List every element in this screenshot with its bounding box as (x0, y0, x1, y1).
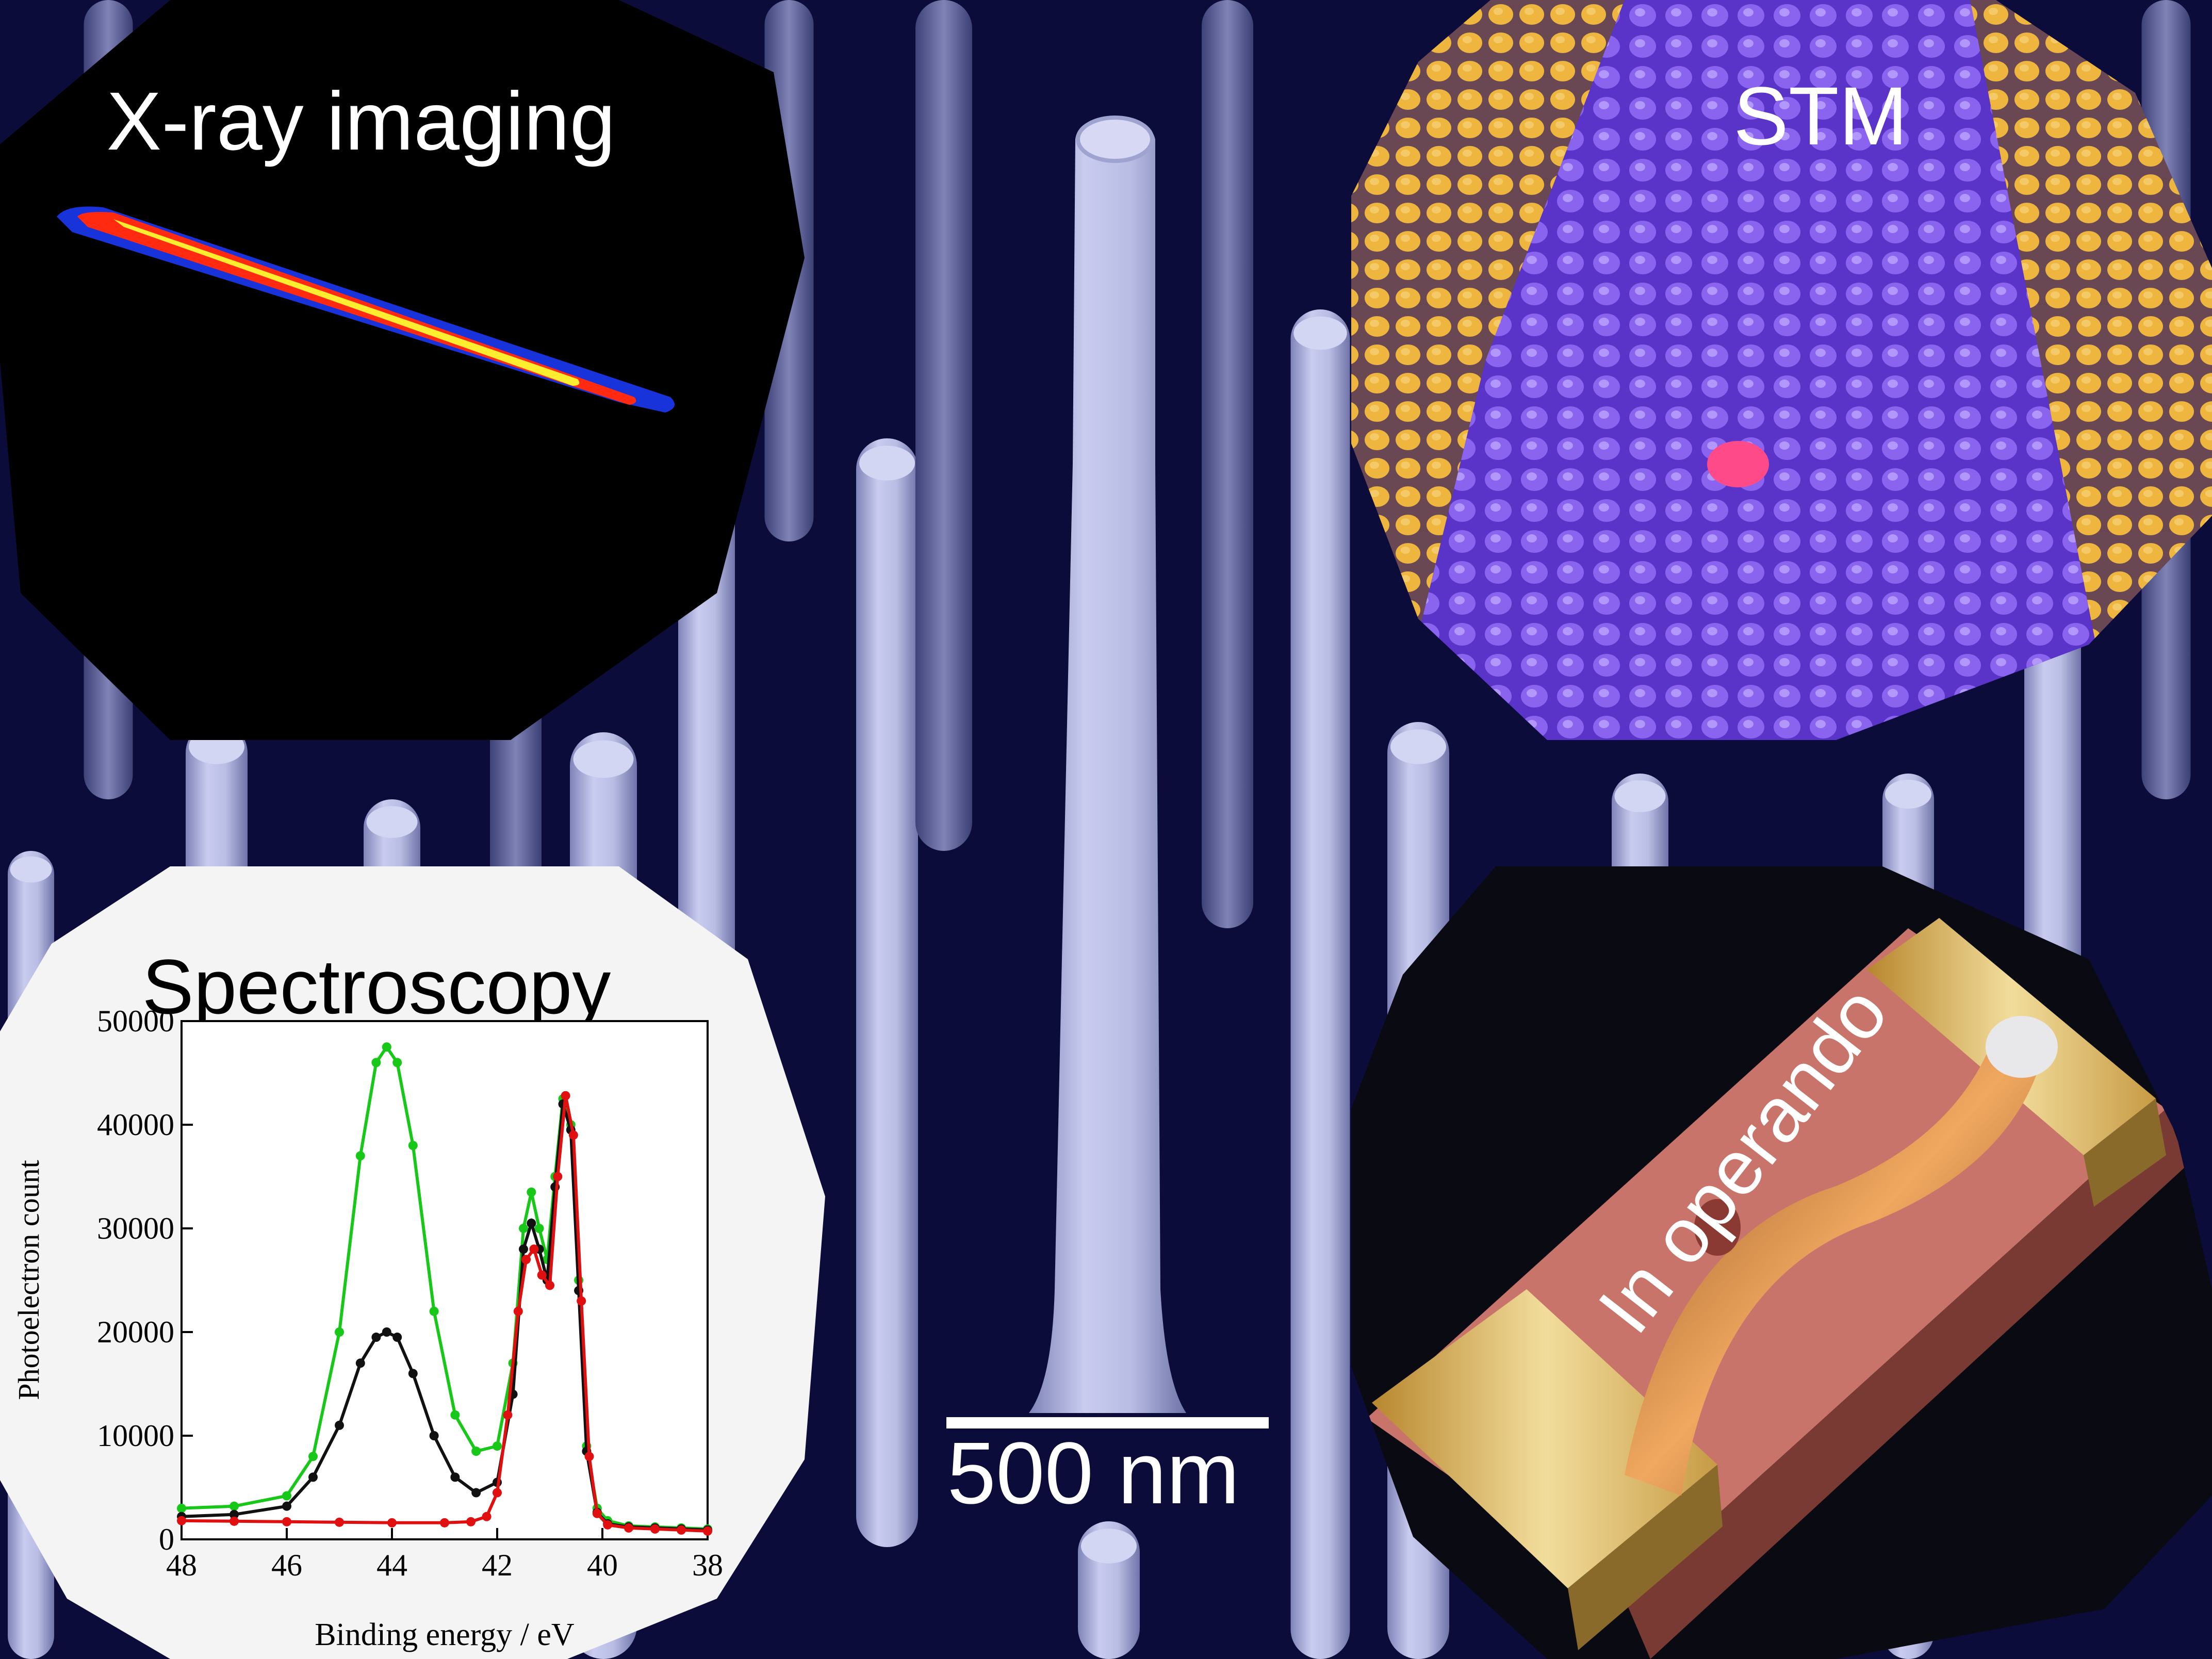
data-point (429, 1431, 439, 1440)
data-point (568, 1130, 578, 1140)
contact-pad-bottom (1372, 1289, 1717, 1588)
data-point (519, 1244, 528, 1254)
xray-nanowire-image (57, 206, 675, 413)
spectroscopy-panel: Spectroscopy 48 46 44 42 40 38 0 10000 20000 300… (0, 866, 825, 1659)
background-nanowire (1202, 0, 1253, 928)
x-tick-label: 38 (692, 1548, 723, 1582)
data-point (308, 1452, 318, 1461)
data-point (603, 1520, 613, 1530)
scale-bar-label: 500 nm (947, 1424, 1239, 1522)
data-point (382, 1042, 391, 1052)
x-tick-label: 46 (271, 1548, 302, 1582)
data-point (592, 1508, 602, 1518)
spectrum-series-1 (177, 1099, 712, 1535)
data-point (282, 1501, 291, 1511)
y-tick-label: 10000 (97, 1419, 174, 1453)
data-point (335, 1517, 344, 1527)
data-point (371, 1058, 381, 1067)
data-point (493, 1488, 502, 1498)
data-point (513, 1306, 523, 1316)
data-point (650, 1524, 660, 1534)
data-point (677, 1525, 686, 1535)
data-point (177, 1503, 186, 1513)
data-point (521, 1255, 531, 1264)
data-point (519, 1224, 528, 1233)
x-tick-label: 42 (482, 1548, 513, 1582)
device-nanowire (1625, 1031, 2042, 1496)
xray-title: X-ray imaging (106, 75, 615, 167)
y-tick-label: 40000 (97, 1108, 174, 1142)
data-point (577, 1296, 586, 1306)
data-point (355, 1151, 365, 1161)
y-tick-label: 50000 (97, 1004, 174, 1038)
data-point (561, 1091, 570, 1100)
data-point (503, 1410, 513, 1420)
data-point (534, 1224, 544, 1233)
data-point (482, 1512, 491, 1521)
data-point (335, 1420, 344, 1430)
spectrum-plot: 48 46 44 42 40 38 01000020000300004000050000 … (12, 1004, 723, 1652)
data-point (308, 1472, 318, 1482)
data-point (624, 1523, 633, 1533)
data-point (527, 1187, 536, 1197)
data-point (471, 1447, 481, 1456)
data-point (527, 1218, 536, 1228)
background-nanowire (1290, 309, 1350, 1659)
data-point (387, 1518, 397, 1527)
data-point (584, 1452, 594, 1461)
data-point (493, 1441, 502, 1451)
data-point (440, 1518, 449, 1527)
scale-bar: 500 nm (946, 1417, 1269, 1522)
data-point (382, 1327, 391, 1337)
spectroscopy-title: Spectroscopy (142, 943, 611, 1030)
y-tick-label: 30000 (97, 1211, 174, 1245)
data-point (392, 1333, 402, 1342)
data-point (450, 1472, 460, 1482)
x-tick-label: 40 (587, 1548, 618, 1582)
data-point (371, 1333, 381, 1342)
data-point (282, 1491, 291, 1501)
stm-panel: STM (1351, 0, 2212, 740)
x-tick-label: 48 (166, 1548, 197, 1582)
y-tick-label: 20000 (97, 1315, 174, 1349)
data-point (177, 1516, 186, 1525)
data-point (392, 1058, 402, 1067)
data-point (703, 1526, 712, 1536)
data-point (282, 1517, 291, 1526)
y-axis-label: Photoelectron count (12, 1160, 45, 1400)
scale-bar-line (946, 1417, 1269, 1428)
x-tick-label: 44 (376, 1548, 407, 1582)
background-nanowire (1078, 1521, 1140, 1659)
data-point (450, 1410, 460, 1420)
background-nanowire (856, 438, 918, 1547)
data-point (230, 1509, 239, 1519)
data-point (545, 1280, 554, 1290)
data-point (466, 1517, 476, 1526)
stm-title: STM (1733, 70, 1908, 162)
xray-panel: X-ray imaging (0, 0, 805, 740)
data-point (230, 1501, 239, 1511)
central-nanowire (1029, 116, 1186, 1413)
x-axis-label: Binding energy / eV (315, 1617, 575, 1652)
operando-panel: In operando (1351, 866, 2212, 1659)
x-axis: 48 46 44 42 40 38 (166, 1528, 723, 1582)
data-point (355, 1358, 365, 1368)
data-point (537, 1270, 547, 1280)
data-point (408, 1141, 418, 1151)
data-point (230, 1516, 239, 1526)
data-point (335, 1327, 344, 1337)
data-point (471, 1488, 481, 1498)
data-point (408, 1369, 418, 1378)
y-tick-label: 0 (159, 1522, 174, 1556)
data-point (553, 1172, 563, 1181)
spectrum-series-2 (177, 1091, 712, 1536)
data-point (529, 1244, 539, 1254)
background-nanowire (915, 0, 972, 851)
data-point (429, 1306, 439, 1316)
plot-frame (181, 1020, 709, 1540)
y-axis: 0 10000 20000 30000 40000 50000 (97, 1004, 193, 1556)
spectrum-series (177, 1042, 712, 1536)
